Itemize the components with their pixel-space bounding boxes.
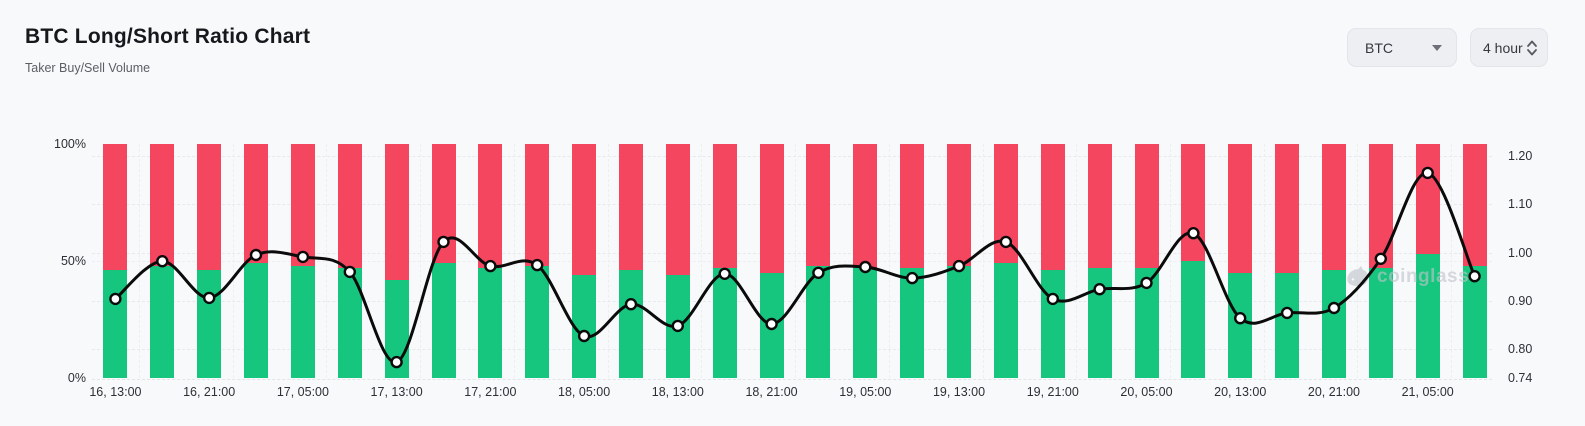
left-axis-tick: 100% <box>54 137 86 151</box>
gridline-horizontal <box>92 156 1492 158</box>
right-axis-tick: 1.00 <box>1508 245 1533 260</box>
x-axis-tick: 17, 13:00 <box>370 385 423 399</box>
left-axis-tick: 0% <box>67 371 86 385</box>
x-axis-tick: 17, 05:00 <box>276 385 329 399</box>
x-axis-tick: 19, 21:00 <box>1026 385 1079 399</box>
x-axis-tick: 20, 05:00 <box>1120 385 1173 399</box>
x-axis-tick: 19, 13:00 <box>932 385 986 399</box>
interval-select-value: 4 hour <box>1483 39 1523 56</box>
x-axis-tick: 18, 13:00 <box>651 385 704 399</box>
symbol-select[interactable]: BTC <box>1347 28 1457 67</box>
page-subtitle: Taker Buy/Sell Volume <box>25 61 151 75</box>
gridline-horizontal <box>92 379 1492 380</box>
x-axis-tick: 20, 21:00 <box>1307 385 1361 399</box>
x-axis-tick: 20, 13:00 <box>1214 385 1267 399</box>
chevron-down-icon <box>1432 44 1442 51</box>
x-axis-tick: 21, 05:00 <box>1401 385 1454 399</box>
x-axis-tick: 17, 21:00 <box>464 385 517 399</box>
interval-select[interactable]: 4 hour <box>1470 28 1548 67</box>
symbol-select-value: BTC <box>1365 39 1393 56</box>
right-axis-tick: 1.10 <box>1508 197 1533 212</box>
page-title: BTC Long/Short Ratio Chart <box>25 25 311 48</box>
updown-arrows-icon <box>1526 39 1538 57</box>
right-axis-tick: 0.74 <box>1508 371 1533 385</box>
right-axis-tick: 0.80 <box>1508 342 1533 357</box>
x-axis-tick: 16, 13:00 <box>89 385 142 399</box>
x-axis-tick: 19, 05:00 <box>839 385 892 399</box>
right-axis-tick: 1.20 <box>1508 149 1533 164</box>
x-axis-tick: 18, 05:00 <box>558 385 611 399</box>
right-axis-tick: 0.90 <box>1508 293 1533 308</box>
x-axis-tick: 16, 21:00 <box>183 385 236 399</box>
left-axis-tick: 50% <box>60 254 86 268</box>
x-axis-tick: 18, 21:00 <box>745 385 798 399</box>
